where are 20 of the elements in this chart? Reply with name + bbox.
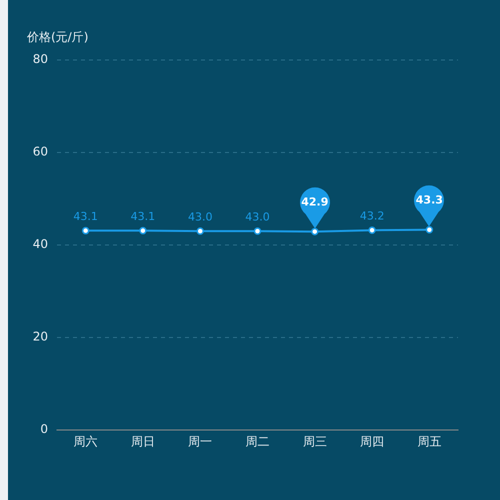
y-tick-label: 80 (32, 52, 48, 66)
x-tick-label: 周日 (130, 434, 155, 448)
y-tick-label: 0 (40, 422, 48, 436)
x-tick-label: 周五 (417, 434, 442, 448)
data-label: 43.1 (73, 210, 98, 224)
annotation: 43.3 (416, 193, 443, 206)
data-label: 43.0 (245, 210, 270, 224)
y-tick-label: 40 (32, 237, 48, 252)
x-tick-label: 周二 (246, 434, 270, 448)
data-label: 43.2 (360, 210, 384, 223)
x-tick-label: 周四 (360, 434, 384, 448)
data-label: 43.1 (130, 210, 156, 224)
annotation: 42.9 (301, 195, 328, 208)
y-tick-label: 20 (32, 330, 48, 344)
y-tick-label: 60 (32, 144, 48, 159)
x-tick-label: 周六 (74, 434, 98, 448)
x-tick-label: 周三 (302, 434, 327, 448)
x-tick-label: 周一 (188, 434, 212, 448)
y-axis-title: 价格(元/斤) (26, 30, 88, 44)
data-label: 43.0 (188, 210, 212, 224)
